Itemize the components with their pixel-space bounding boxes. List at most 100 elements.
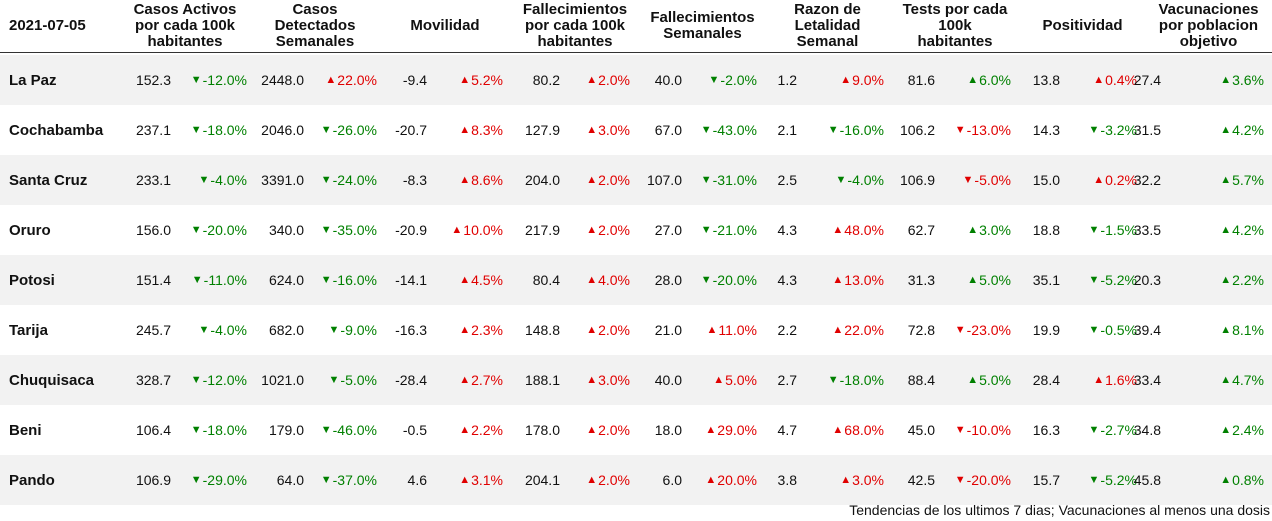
cell-value: 178.0 [524,422,560,438]
change-percent: 2.0% [598,172,630,188]
cell-value: 4.7 [777,422,797,438]
cell-value: 107.0 [646,172,682,188]
department-name: Oruro [9,221,51,239]
triangle-up-icon: ▲ [459,374,471,386]
triangle-up-icon: ▲ [586,74,598,86]
cell-change: ▲ 29.0% [705,405,757,455]
change-percent: 5.7% [1232,172,1264,188]
triangle-down-icon: ▼ [700,274,712,286]
cell-change: ▲ 9.0% [840,55,884,105]
cell-value: 204.0 [524,172,560,188]
change-percent: 3.1% [471,472,503,488]
cell-change: ▼ -5.2% [1089,255,1137,305]
cell-change: ▲ 0.2% [1093,155,1137,205]
cell-value: 62.7 [907,222,935,238]
cell-change: ▲ 0.4% [1093,55,1137,105]
cell-change: ▲ 2.3% [459,305,503,355]
change-percent: 4.2% [1232,222,1264,238]
triangle-up-icon: ▲ [586,224,598,236]
column-header: Tests por cada 100k habitantes [902,1,1008,50]
cell-value: 106.2 [899,122,935,138]
cell-value: 72.8 [907,322,935,338]
cell-value: 2046.0 [261,122,304,138]
cell-value: -8.3 [402,172,427,188]
triangle-up-icon: ▲ [459,274,471,286]
cell-change: ▼ -4.0% [199,305,247,355]
cell-change: ▼ -31.0% [701,155,757,205]
cell-value: 45.0 [907,422,935,438]
change-percent: 22.0% [337,72,377,88]
cell-change: ▼ -3.2% [1089,105,1137,155]
change-percent: 0.2% [1105,172,1137,188]
cell-change: ▲ 13.0% [832,255,884,305]
column-header: Fallecimientos Semanales [650,9,755,42]
cell-value: -0.5 [402,422,427,438]
triangle-down-icon: ▼ [190,474,202,486]
triangle-up-icon: ▲ [1220,124,1232,136]
triangle-up-icon: ▲ [967,74,979,86]
table-row: Oruro 156.0 ▼ -20.0% 340.0 ▼ -35.0% -20.9 ▲ 10.0%… [0,205,1272,255]
triangle-up-icon: ▲ [705,424,717,436]
change-percent: -16.0% [839,122,884,138]
department-name: Beni [9,421,42,439]
cell-change: ▲ 2.2% [1220,255,1264,305]
cell-change: ▲ 4.5% [459,255,503,305]
department-name: Potosi [9,271,55,289]
triangle-up-icon: ▲ [1093,174,1105,186]
cell-change: ▲ 2.2% [459,405,503,455]
cell-change: ▲ 3.0% [586,355,630,405]
change-percent: 3.0% [852,472,884,488]
change-percent: -18.0% [839,372,884,388]
cell-change: ▲ 68.0% [832,405,884,455]
cell-change: ▼ -16.0% [321,255,377,305]
change-percent: 3.0% [598,122,630,138]
change-percent: 0.4% [1105,72,1137,88]
change-percent: 8.1% [1232,322,1264,338]
column-header: Casos Activos por cada 100k habitantes [133,1,237,50]
table-row: Santa Cruz 233.1 ▼ -4.0% 3391.0 ▼ -24.0% -8.3 ▲ 8… [0,155,1272,205]
change-percent: -31.0% [712,172,757,188]
cell-value: 156.0 [135,222,171,238]
change-percent: -2.7% [1100,422,1137,438]
cell-change: ▲ 48.0% [832,205,884,255]
change-percent: -18.0% [202,422,247,438]
cell-change: ▼ -18.0% [191,405,247,455]
triangle-up-icon: ▲ [967,374,979,386]
change-percent: -5.2% [1100,472,1137,488]
cell-change: ▼ -20.0% [701,255,757,305]
triangle-down-icon: ▼ [320,174,332,186]
triangle-down-icon: ▼ [320,124,332,136]
change-percent: 2.0% [598,322,630,338]
triangle-up-icon: ▲ [967,224,979,236]
cell-change: ▲ 2.0% [586,55,630,105]
triangle-up-icon: ▲ [967,274,979,286]
triangle-up-icon: ▲ [1220,274,1232,286]
change-percent: -20.0% [712,272,757,288]
cell-value: -9.4 [402,72,427,88]
change-percent: -12.0% [202,372,247,388]
change-percent: 11.0% [718,322,757,338]
cell-value: 16.3 [1032,422,1060,438]
triangle-down-icon: ▼ [320,274,332,286]
triangle-down-icon: ▼ [954,424,966,436]
cell-value: 28.4 [1032,372,1060,388]
cell-change: ▼ -12.0% [191,355,247,405]
triangle-up-icon: ▲ [586,424,598,436]
change-percent: -4.0% [210,322,247,338]
cell-value: 152.3 [135,72,171,88]
table-row: Tarija 245.7 ▼ -4.0% 682.0 ▼ -9.0% -16.3 ▲ 2.3% 14… [0,305,1272,355]
cell-change: ▼ -10.0% [955,405,1011,455]
change-percent: 29.0% [717,422,757,438]
cell-value: 340.0 [268,222,304,238]
triangle-up-icon: ▲ [459,324,471,336]
cell-change: ▲ 2.0% [586,405,630,455]
cell-change: ▼ -43.0% [701,105,757,155]
cell-value: 106.9 [135,472,171,488]
department-name: Cochabamba [9,121,104,139]
cell-value: 32.2 [1133,172,1161,188]
cell-change: ▲ 2.4% [1220,405,1264,455]
change-percent: 3.6% [1232,72,1264,88]
change-percent: 2.7% [471,372,503,388]
table-header: 2021-07-05 Casos Activos por cada 100k h… [0,0,1272,53]
triangle-down-icon: ▼ [1088,224,1100,236]
